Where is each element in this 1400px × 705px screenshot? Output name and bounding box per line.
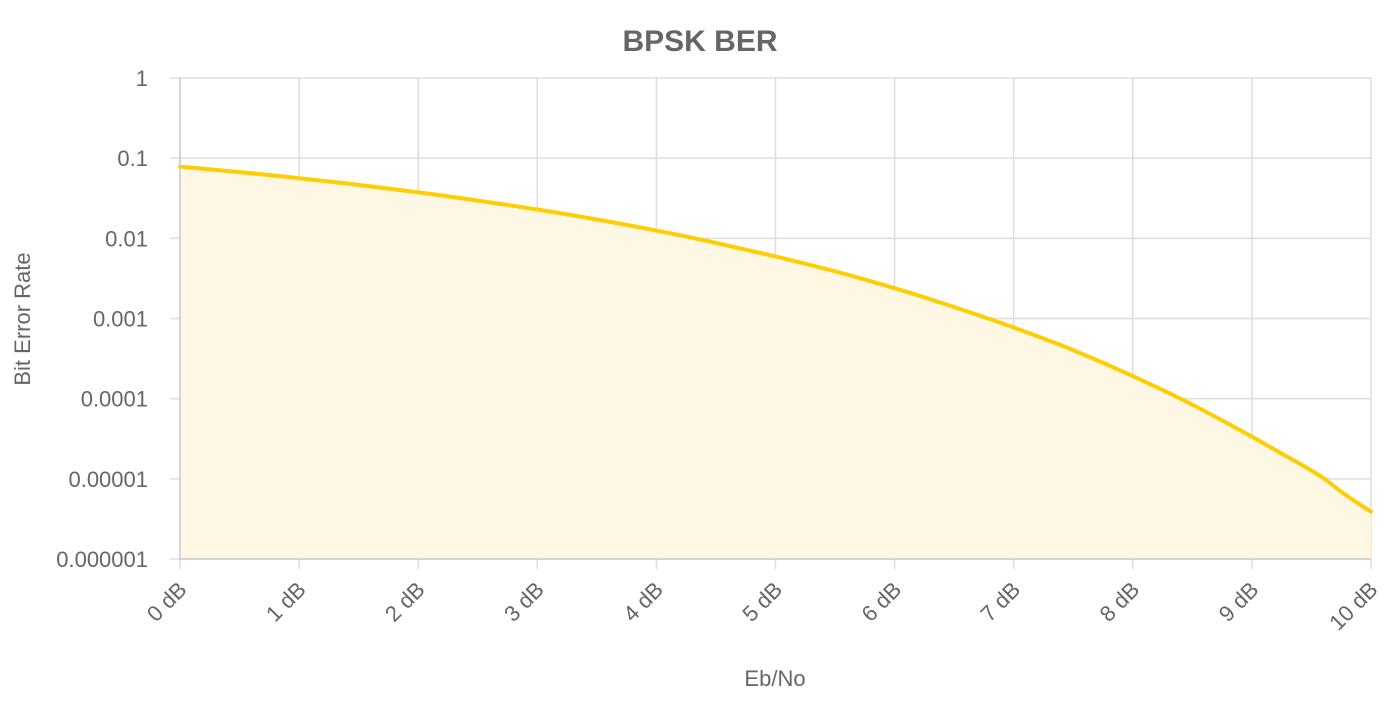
data-point[interactable] — [1130, 373, 1136, 379]
y-tick-label: 0.00001 — [68, 467, 148, 492]
x-tick-label: 1 dB — [261, 577, 311, 627]
y-tick-label: 1 — [136, 66, 148, 91]
data-point[interactable] — [415, 189, 421, 195]
y-tick-label: 0.0001 — [81, 387, 148, 412]
data-point[interactable] — [1297, 461, 1303, 467]
data-point[interactable] — [1249, 434, 1255, 440]
data-point[interactable] — [892, 285, 898, 291]
data-point[interactable] — [1273, 447, 1279, 453]
x-tick-label: 2 dB — [380, 577, 430, 627]
y-tick-label: 0.1 — [117, 146, 148, 171]
data-point[interactable] — [1320, 475, 1326, 481]
x-tick-label: 4 dB — [618, 577, 668, 627]
data-point[interactable] — [1011, 325, 1017, 331]
y-tick-label: 0.001 — [93, 307, 148, 332]
x-tick-label: 9 dB — [1214, 577, 1264, 627]
data-point[interactable] — [534, 207, 540, 213]
data-point[interactable] — [951, 304, 957, 310]
x-tick-label: 6 dB — [856, 577, 906, 627]
series-line — [178, 164, 1373, 514]
data-point[interactable] — [1070, 347, 1076, 353]
x-tick-label: 3 dB — [499, 577, 549, 627]
data-point[interactable] — [1189, 402, 1195, 408]
x-tick-label: 7 dB — [976, 577, 1026, 627]
data-point[interactable] — [594, 217, 600, 223]
x-tick-label: 0 dB — [142, 577, 192, 627]
data-point[interactable] — [475, 198, 481, 204]
y-axis-title: Bit Error Rate — [10, 252, 35, 385]
data-point[interactable] — [356, 182, 362, 188]
data-point[interactable] — [773, 253, 779, 259]
x-tick-label: 8 dB — [1095, 577, 1145, 627]
data-point[interactable] — [1344, 493, 1350, 499]
chart-title: BPSK BER — [622, 25, 777, 58]
data-point[interactable] — [653, 228, 659, 234]
data-point[interactable] — [237, 169, 243, 175]
y-tick-label: 0.000001 — [56, 547, 148, 572]
x-tick-label: 5 dB — [737, 577, 787, 627]
data-point[interactable] — [1368, 509, 1374, 515]
x-tick-label: 10 dB — [1324, 577, 1382, 635]
data-point[interactable] — [832, 268, 838, 274]
data-point[interactable] — [713, 240, 719, 246]
x-axis-title: Eb/No — [744, 666, 805, 691]
y-tick-label: 0.01 — [105, 226, 148, 251]
data-point[interactable] — [296, 175, 302, 181]
series-area-fill — [180, 166, 1371, 559]
